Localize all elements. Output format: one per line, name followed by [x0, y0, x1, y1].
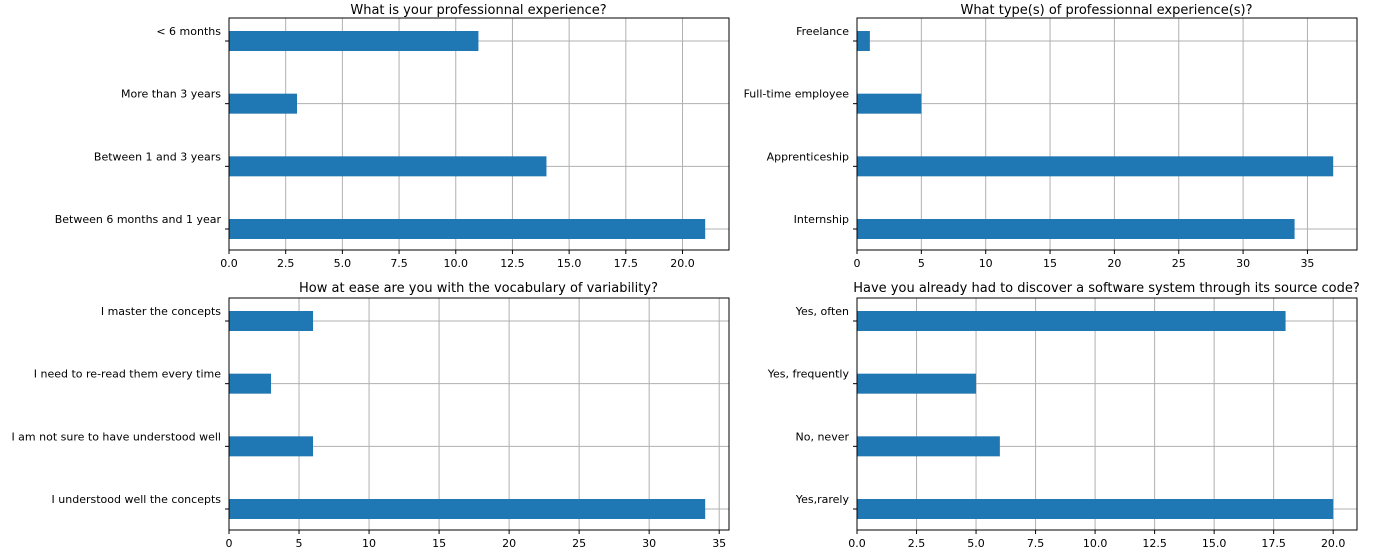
subplot-source-code-discovery: Have you already had to discover a softw… — [767, 281, 1360, 550]
x-tick-label: 10.0 — [1083, 537, 1108, 550]
y-tick-label: More than 3 years — [121, 88, 221, 101]
x-tick-label: 20.0 — [1321, 537, 1346, 550]
axes-frame — [856, 17, 1358, 251]
y-tick-label: No, never — [796, 430, 850, 443]
x-tick-label: 15 — [432, 537, 446, 550]
bar — [857, 436, 1000, 457]
axes-frame — [228, 297, 730, 531]
x-tick-label: 35 — [712, 537, 726, 550]
x-tick-label: 20 — [502, 537, 516, 550]
bar — [229, 219, 706, 239]
bar — [229, 311, 314, 331]
x-tick-label: 10 — [979, 257, 993, 270]
chart-title: Have you already had to discover a softw… — [853, 281, 1360, 296]
bar — [229, 156, 547, 177]
y-tick-label: Apprenticeship — [767, 150, 849, 163]
axes-frame — [856, 297, 1358, 531]
y-tick-label: Between 6 months and 1 year — [55, 213, 222, 226]
bar — [857, 499, 1334, 519]
x-tick-label: 35 — [1300, 257, 1314, 270]
x-tick-label: 0.0 — [220, 257, 238, 270]
axes-frame — [228, 17, 730, 251]
y-tick-label: Internship — [794, 213, 849, 226]
x-tick-label: 5.0 — [334, 257, 352, 270]
y-tick-label: I master the concepts — [101, 305, 221, 318]
bar — [857, 219, 1295, 239]
y-tick-label: Full-time employee — [744, 88, 850, 101]
chart-title: What is your professionnal experience? — [350, 3, 606, 18]
x-tick-label: 15.0 — [557, 257, 582, 270]
x-tick-label: 10.0 — [444, 257, 469, 270]
y-tick-label: I understood well the concepts — [52, 493, 222, 506]
bar — [229, 31, 479, 51]
y-tick-label: Freelance — [796, 25, 849, 38]
chart-title: What type(s) of professionnal experience… — [960, 3, 1252, 18]
x-tick-label: 20.0 — [670, 257, 695, 270]
x-tick-label: 15 — [1043, 257, 1057, 270]
bar — [857, 31, 870, 51]
bar — [857, 311, 1286, 331]
bar — [229, 93, 298, 114]
y-tick-label: < 6 months — [156, 25, 221, 38]
x-tick-label: 5 — [296, 537, 303, 550]
subplot-experience-type: What type(s) of professionnal experience… — [744, 3, 1358, 270]
x-tick-label: 0 — [854, 257, 861, 270]
x-tick-label: 12.5 — [500, 257, 525, 270]
y-tick-label: I am not sure to have understood well — [11, 430, 221, 443]
x-tick-label: 2.5 — [908, 537, 926, 550]
x-tick-label: 30 — [1236, 257, 1250, 270]
x-tick-label: 0.0 — [848, 537, 866, 550]
x-tick-label: 2.5 — [277, 257, 295, 270]
chart-title: How at ease are you with the vocabulary … — [299, 281, 658, 296]
subplot-variability-vocabulary: How at ease are you with the vocabulary … — [11, 281, 730, 550]
x-tick-label: 15.0 — [1202, 537, 1227, 550]
x-tick-label: 12.5 — [1142, 537, 1167, 550]
y-tick-label: Yes,rarely — [795, 493, 850, 506]
x-tick-label: 30 — [642, 537, 656, 550]
bar — [857, 156, 1334, 177]
x-tick-label: 17.5 — [1261, 537, 1286, 550]
x-tick-label: 0 — [226, 537, 233, 550]
x-tick-label: 17.5 — [614, 257, 639, 270]
y-tick-label: I need to re-read them every time — [34, 368, 221, 381]
x-tick-label: 20 — [1107, 257, 1121, 270]
bar — [229, 499, 706, 519]
x-tick-label: 5 — [918, 257, 925, 270]
bar — [857, 93, 922, 114]
x-tick-label: 10 — [362, 537, 376, 550]
x-tick-label: 7.5 — [390, 257, 408, 270]
x-tick-label: 7.5 — [1027, 537, 1045, 550]
y-tick-label: Yes, often — [795, 305, 849, 318]
x-tick-label: 5.0 — [967, 537, 985, 550]
y-tick-label: Yes, frequently — [767, 368, 850, 381]
subplot-professional-experience: What is your professionnal experience? 0… — [55, 3, 730, 270]
y-tick-label: Between 1 and 3 years — [94, 150, 221, 163]
bar — [229, 373, 272, 394]
x-tick-label: 25 — [572, 537, 586, 550]
x-tick-label: 25 — [1172, 257, 1186, 270]
bar — [229, 436, 314, 457]
bar — [857, 373, 977, 394]
